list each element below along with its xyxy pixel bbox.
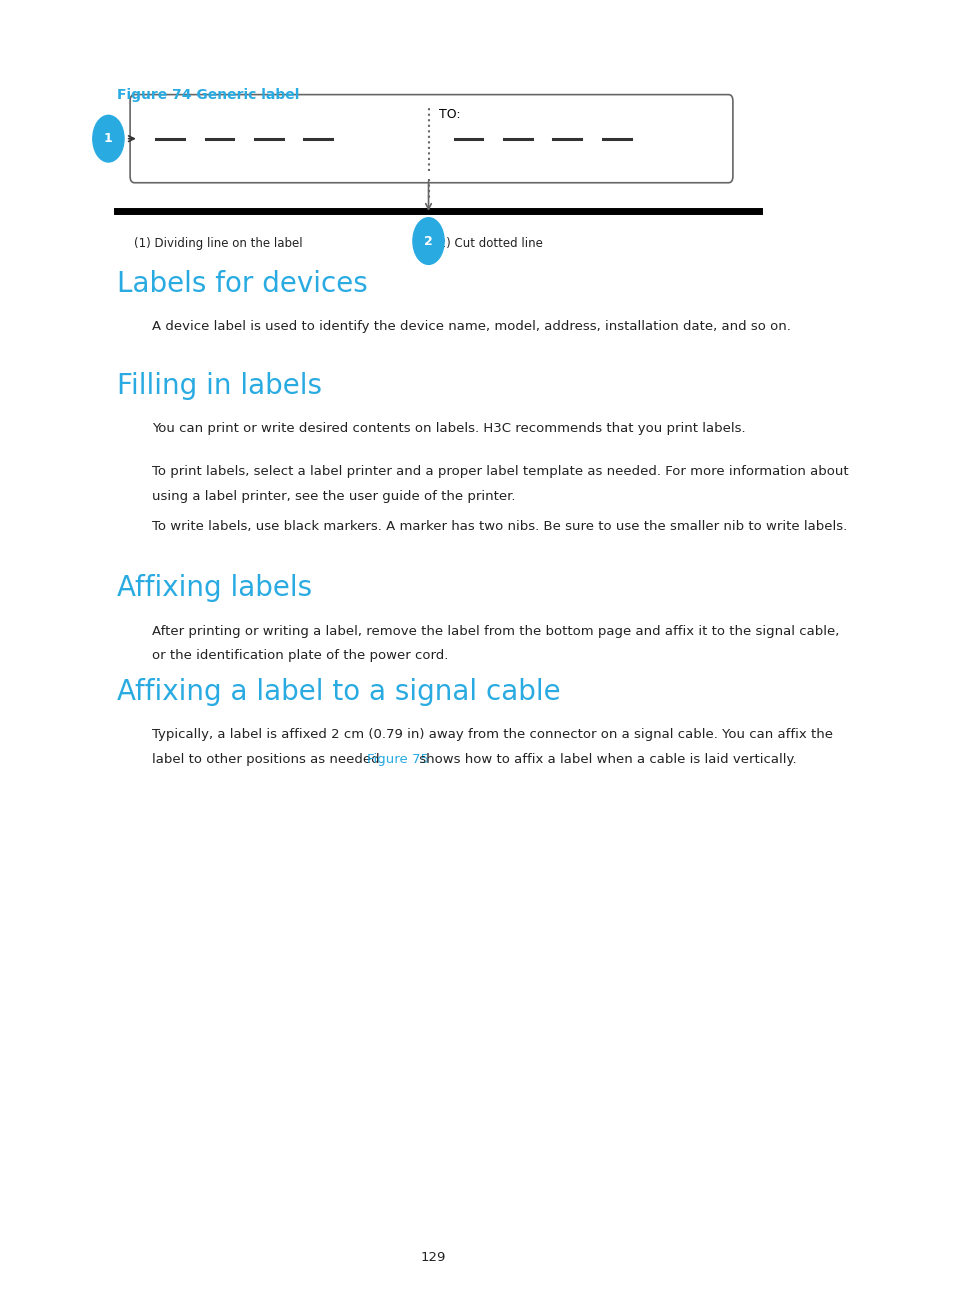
Text: 1: 1 (104, 132, 112, 145)
Text: shows how to affix a label when a cable is laid vertically.: shows how to affix a label when a cable … (415, 753, 797, 766)
Circle shape (413, 218, 444, 264)
Text: Affixing labels: Affixing labels (117, 574, 312, 603)
Text: You can print or write desired contents on labels. H3C recommends that you print: You can print or write desired contents … (152, 422, 744, 435)
Text: Filling in labels: Filling in labels (117, 372, 322, 400)
Text: (1) Dividing line on the label: (1) Dividing line on the label (134, 237, 303, 250)
Text: Figure 74 Generic label: Figure 74 Generic label (117, 88, 299, 102)
Text: Figure 75: Figure 75 (367, 753, 429, 766)
Text: To write labels, use black markers. A marker has two nibs. Be sure to use the sm: To write labels, use black markers. A ma… (152, 520, 846, 533)
Text: After printing or writing a label, remove the label from the bottom page and aff: After printing or writing a label, remov… (152, 625, 839, 638)
Text: label to other positions as needed.: label to other positions as needed. (152, 753, 387, 766)
Text: 129: 129 (420, 1251, 446, 1264)
Text: 2: 2 (424, 235, 433, 248)
FancyBboxPatch shape (130, 95, 732, 183)
Text: (2) Cut dotted line: (2) Cut dotted line (434, 237, 542, 250)
Circle shape (92, 115, 124, 162)
Text: Typically, a label is affixed 2 cm (0.79 in) away from the connector on a signal: Typically, a label is affixed 2 cm (0.79… (152, 728, 832, 741)
Text: Affixing a label to a signal cable: Affixing a label to a signal cable (117, 678, 560, 706)
Text: A device label is used to identify the device name, model, address, installation: A device label is used to identify the d… (152, 320, 790, 333)
Text: using a label printer, see the user guide of the printer.: using a label printer, see the user guid… (152, 490, 515, 503)
Text: or the identification plate of the power cord.: or the identification plate of the power… (152, 649, 448, 662)
Text: TO:: TO: (438, 108, 460, 121)
Text: Labels for devices: Labels for devices (117, 270, 368, 298)
Text: To print labels, select a label printer and a proper label template as needed. F: To print labels, select a label printer … (152, 465, 847, 478)
